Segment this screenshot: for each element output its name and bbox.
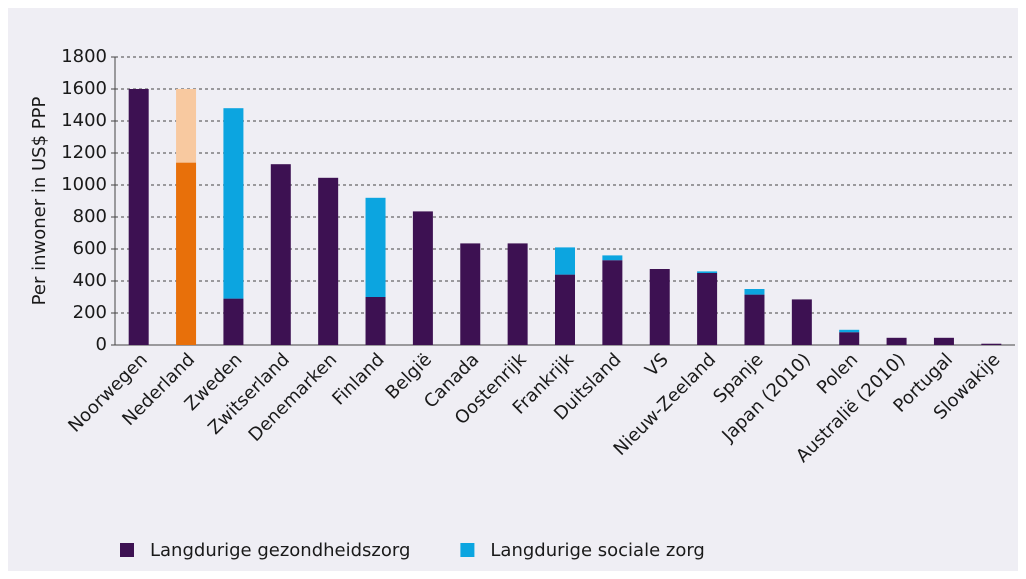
y-tick-label: 1400 [61, 110, 107, 131]
y-tick-label: 200 [73, 302, 107, 323]
y-tick-label: 800 [73, 206, 107, 227]
bar-segment [223, 298, 244, 345]
bar-segment [223, 108, 244, 299]
bar-segment [697, 273, 718, 345]
bar-segment [649, 269, 670, 345]
bar-segment [460, 243, 481, 345]
bar-segment [365, 297, 386, 345]
bar-segment [886, 337, 907, 345]
bar-segment [839, 332, 860, 345]
bar-segment [791, 299, 812, 345]
bar-segment [744, 294, 765, 345]
bar-segment [981, 343, 1002, 345]
y-tick-label: 1800 [61, 46, 107, 67]
bar-segment [176, 89, 197, 163]
y-tick-label: 1000 [61, 174, 107, 195]
bar-segment [933, 337, 954, 345]
bar-segment [697, 271, 718, 273]
legend-label: Langdurige gezondheidszorg [150, 540, 410, 561]
bar-segment [555, 247, 575, 275]
bar-segment [176, 162, 197, 345]
y-tick-label: 400 [73, 270, 107, 291]
bar-segment [270, 164, 291, 345]
bar-segment [128, 89, 149, 345]
legend-swatch [120, 543, 134, 557]
y-tick-label: 1600 [61, 78, 107, 99]
bar-segment [602, 255, 623, 261]
y-tick-label: 1200 [61, 142, 107, 163]
bar-segment [507, 243, 528, 345]
y-axis-label: Per inwoner in US$ PPP [29, 97, 50, 306]
bar-segment [839, 329, 860, 333]
bar-segment [602, 260, 623, 345]
legend-swatch [460, 543, 475, 557]
bar-segment [412, 211, 433, 345]
bar-segment [318, 177, 339, 345]
bar-segment [365, 197, 386, 297]
bar-segment [555, 274, 575, 345]
legend-label: Langdurige sociale zorg [490, 540, 704, 561]
y-tick-label: 0 [96, 334, 107, 355]
y-tick-label: 600 [73, 238, 107, 259]
bar-segment [744, 289, 765, 295]
